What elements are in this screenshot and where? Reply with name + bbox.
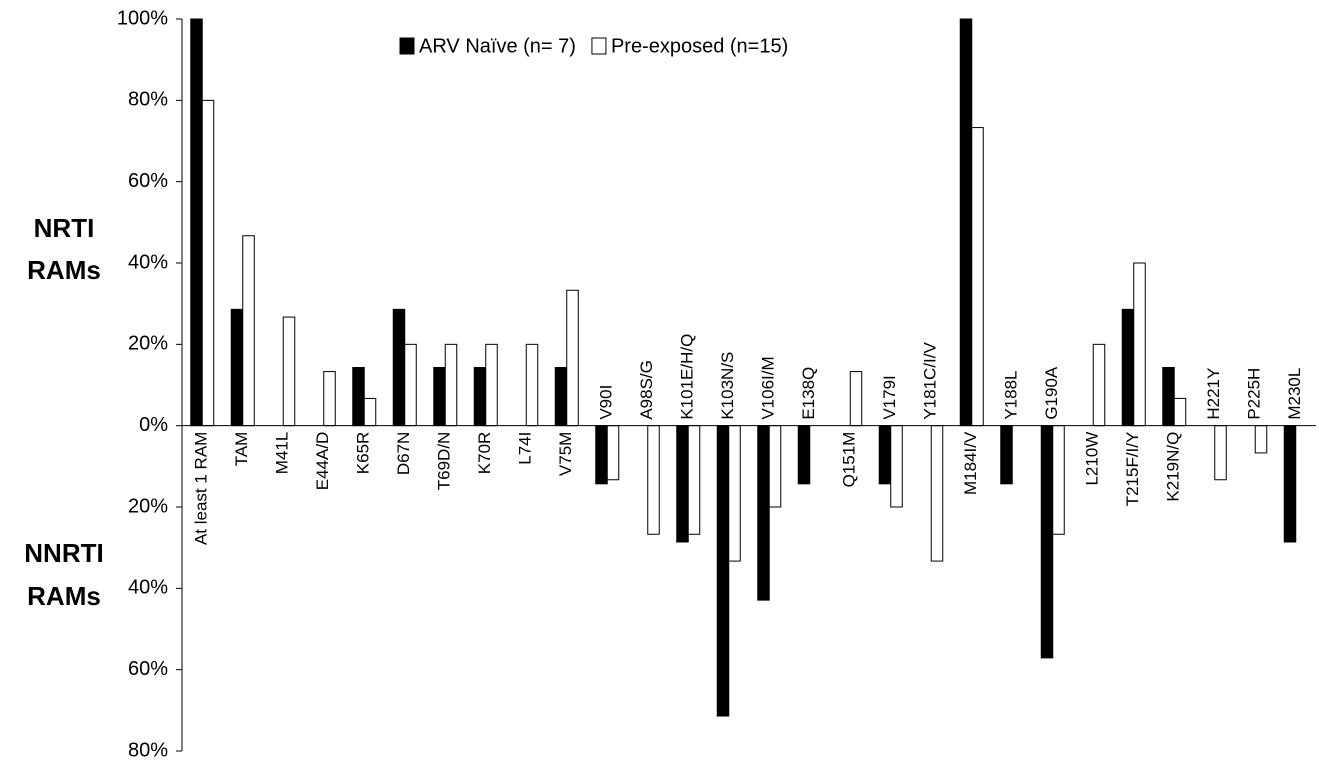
bar bbox=[716, 425, 730, 717]
bar bbox=[404, 343, 417, 427]
group-label: RAMs bbox=[27, 255, 101, 285]
x-tick-label: T69D/N bbox=[435, 432, 454, 491]
x-tick-label: G190A bbox=[1042, 366, 1061, 420]
y-tick-label: 20% bbox=[128, 333, 168, 355]
bar bbox=[878, 425, 892, 485]
group-label: RAMs bbox=[27, 581, 101, 611]
group-label: NRTI bbox=[34, 213, 95, 243]
x-tick-label: V179I bbox=[880, 375, 899, 419]
y-tick-label: 60% bbox=[128, 170, 168, 192]
x-tick-label: L74I bbox=[516, 432, 535, 465]
x-tick-label: TAM bbox=[232, 432, 251, 467]
bar bbox=[797, 425, 811, 485]
bar bbox=[890, 425, 903, 508]
bar bbox=[485, 343, 498, 427]
x-tick-label: V106I/M bbox=[759, 356, 778, 419]
x-tick-label: K219N/Q bbox=[1164, 432, 1183, 502]
x-tick-label: Q151M bbox=[840, 432, 859, 488]
bar bbox=[433, 367, 446, 427]
x-tick-label: A98S/G bbox=[637, 360, 656, 420]
legend-swatch bbox=[591, 37, 607, 55]
bar bbox=[230, 308, 244, 427]
bar bbox=[849, 371, 863, 427]
y-tick-label: 40% bbox=[128, 251, 168, 273]
bar bbox=[1214, 425, 1227, 481]
bar bbox=[971, 127, 984, 427]
bar bbox=[363, 397, 377, 427]
x-tick-label: T215F/I/Y bbox=[1123, 432, 1142, 507]
bar bbox=[930, 425, 944, 562]
bar bbox=[1052, 425, 1065, 535]
bar bbox=[242, 235, 255, 427]
legend-swatch bbox=[399, 37, 415, 55]
x-tick-label: M230L bbox=[1285, 368, 1304, 420]
x-tick-label: H221Y bbox=[1204, 368, 1223, 420]
x-tick-label: Y181C/I/V bbox=[921, 342, 940, 420]
bar bbox=[1040, 425, 1054, 659]
x-tick-label: K65R bbox=[354, 432, 373, 475]
bar bbox=[1254, 425, 1268, 454]
group-label: NNRTI bbox=[24, 538, 103, 568]
bar bbox=[606, 425, 620, 481]
x-tick-label: V90I bbox=[597, 385, 616, 420]
y-tick-label: 40% bbox=[128, 577, 168, 599]
bar bbox=[352, 367, 365, 427]
bar bbox=[1133, 262, 1146, 427]
x-tick-label: Y188L bbox=[1002, 370, 1021, 419]
bar bbox=[566, 289, 579, 427]
bar bbox=[1162, 367, 1175, 427]
bar bbox=[282, 316, 296, 427]
x-tick-label: At least 1 RAM bbox=[192, 432, 211, 545]
bar bbox=[473, 367, 487, 427]
bar bbox=[595, 425, 608, 485]
bar bbox=[647, 425, 660, 535]
bar bbox=[1000, 425, 1013, 485]
bar bbox=[525, 343, 539, 427]
x-tick-label: L210W bbox=[1083, 432, 1102, 486]
bar bbox=[1092, 343, 1106, 427]
x-tick-label: K101E/H/Q bbox=[678, 334, 697, 420]
y-tick-label: 100% bbox=[117, 7, 168, 29]
x-tick-label: E138Q bbox=[799, 367, 818, 420]
bar bbox=[1173, 397, 1187, 427]
x-tick-label: P225H bbox=[1245, 368, 1264, 420]
bar bbox=[444, 343, 458, 427]
x-tick-label: M184I/V bbox=[961, 431, 980, 495]
x-tick-label: E44A/D bbox=[313, 432, 332, 491]
bar bbox=[728, 425, 741, 562]
bar bbox=[323, 371, 336, 427]
bar bbox=[959, 18, 973, 427]
bar bbox=[554, 367, 568, 427]
bar bbox=[190, 18, 203, 427]
x-tick-label: M41L bbox=[273, 432, 292, 475]
bar bbox=[1121, 308, 1135, 427]
y-tick-label: 0% bbox=[139, 414, 168, 436]
x-tick-label: D67N bbox=[394, 432, 413, 475]
x-tick-label: K70R bbox=[475, 432, 494, 475]
bar bbox=[392, 308, 406, 427]
y-tick-label: 20% bbox=[128, 495, 168, 517]
x-tick-label: K103N/S bbox=[718, 352, 737, 420]
bar bbox=[687, 425, 701, 535]
y-tick-label: 60% bbox=[128, 658, 168, 680]
legend-label: Pre-exposed (n=15) bbox=[611, 35, 788, 57]
bar bbox=[768, 425, 782, 508]
bar bbox=[1283, 425, 1297, 543]
bar bbox=[201, 99, 215, 427]
y-tick-label: 80% bbox=[128, 739, 168, 761]
bar bbox=[676, 425, 689, 543]
legend-label: ARV Naïve (n= 7) bbox=[419, 35, 576, 57]
bar bbox=[757, 425, 770, 601]
y-tick-label: 80% bbox=[128, 89, 168, 111]
x-tick-label: V75M bbox=[556, 432, 575, 476]
